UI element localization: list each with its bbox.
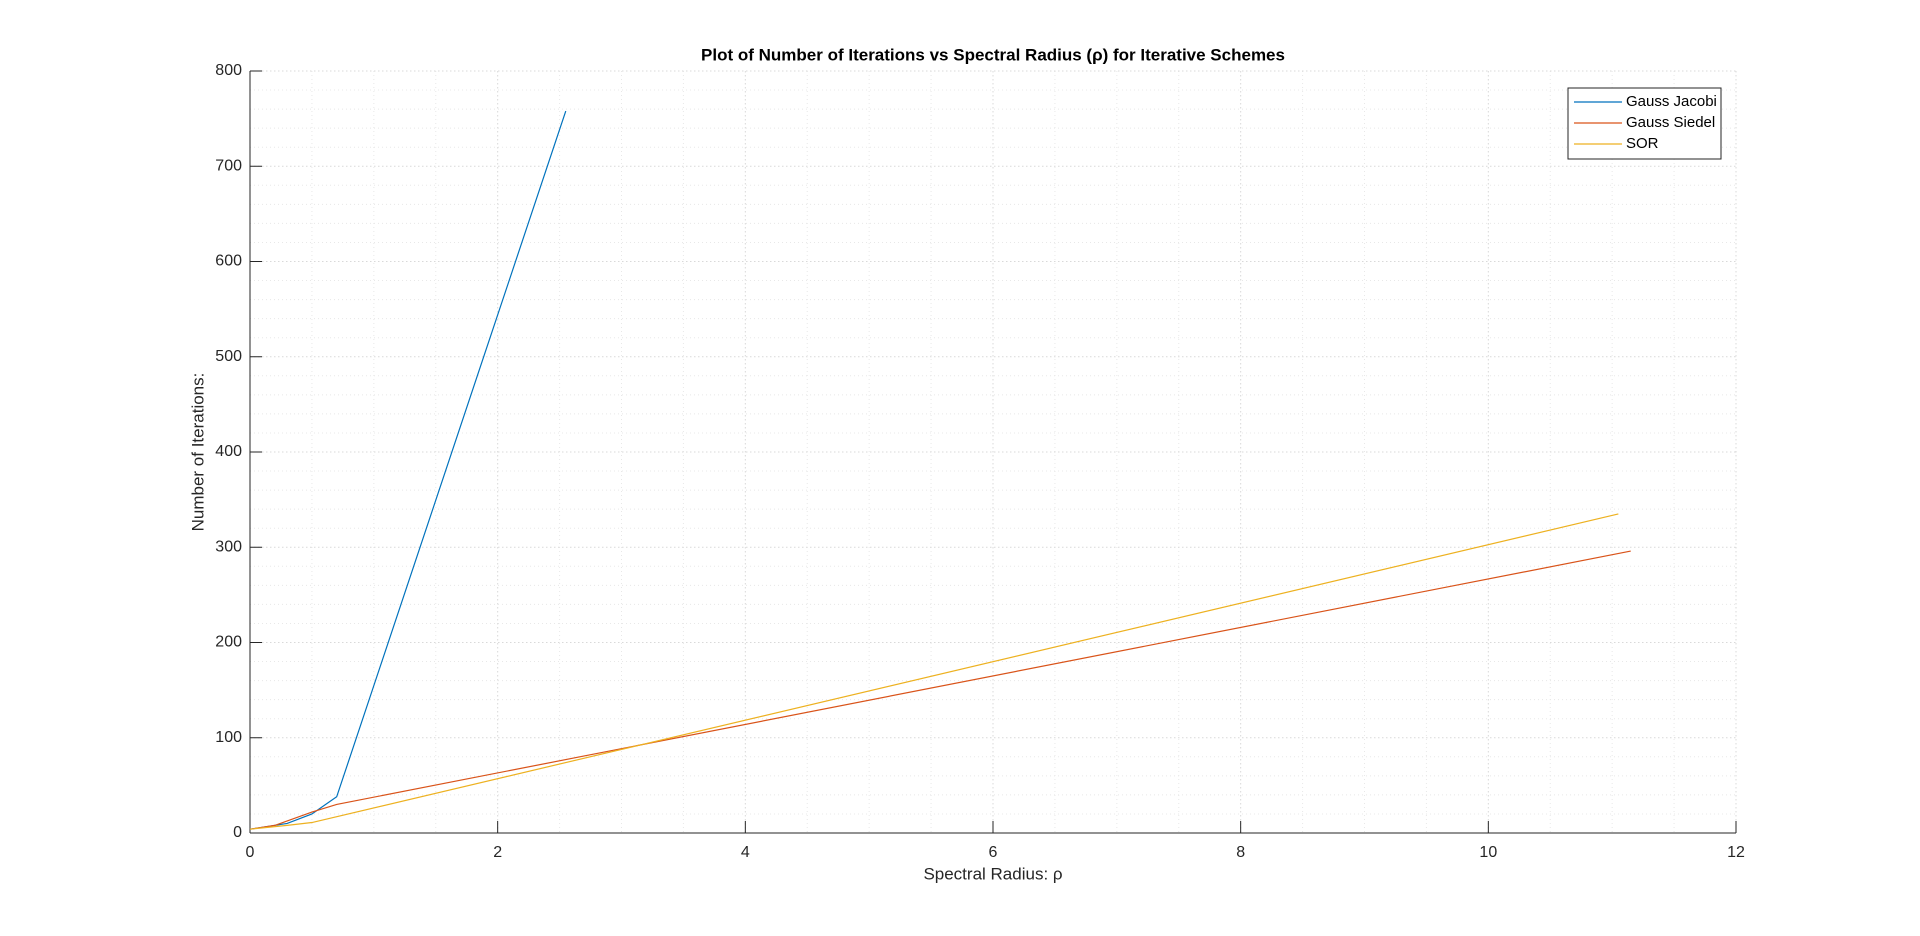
legend-label: Gauss Jacobi [1626, 93, 1717, 110]
x-tick-label: 2 [493, 844, 502, 861]
y-tick-label: 0 [233, 824, 242, 841]
legend-label: SOR [1626, 135, 1659, 152]
y-tick-label: 100 [215, 729, 242, 746]
series-line [249, 550, 1631, 830]
y-tick-label: 700 [215, 157, 242, 174]
x-tick-label: 0 [246, 844, 255, 861]
x-tick-label: 12 [1727, 844, 1745, 861]
y-tick-label: 600 [215, 253, 242, 270]
y-tick-label: 300 [215, 538, 242, 555]
x-tick-label: 6 [989, 844, 998, 861]
x-tick-label: 4 [741, 844, 750, 861]
y-axis-label: Number of Iterations: [188, 373, 207, 532]
y-tick-label: 500 [215, 348, 242, 365]
series-line [249, 110, 567, 830]
chart-title: Plot of Number of Iterations vs Spectral… [701, 45, 1285, 64]
y-tick-label: 200 [215, 634, 242, 651]
x-tick-label: 10 [1479, 844, 1497, 861]
series-line [249, 513, 1619, 830]
legend-label: Gauss Siedel [1626, 114, 1715, 131]
y-tick-label: 800 [215, 62, 242, 79]
x-tick-label: 8 [1236, 844, 1245, 861]
y-tick-label: 400 [215, 443, 242, 460]
x-axis-label: Spectral Radius: ρ [923, 864, 1062, 883]
